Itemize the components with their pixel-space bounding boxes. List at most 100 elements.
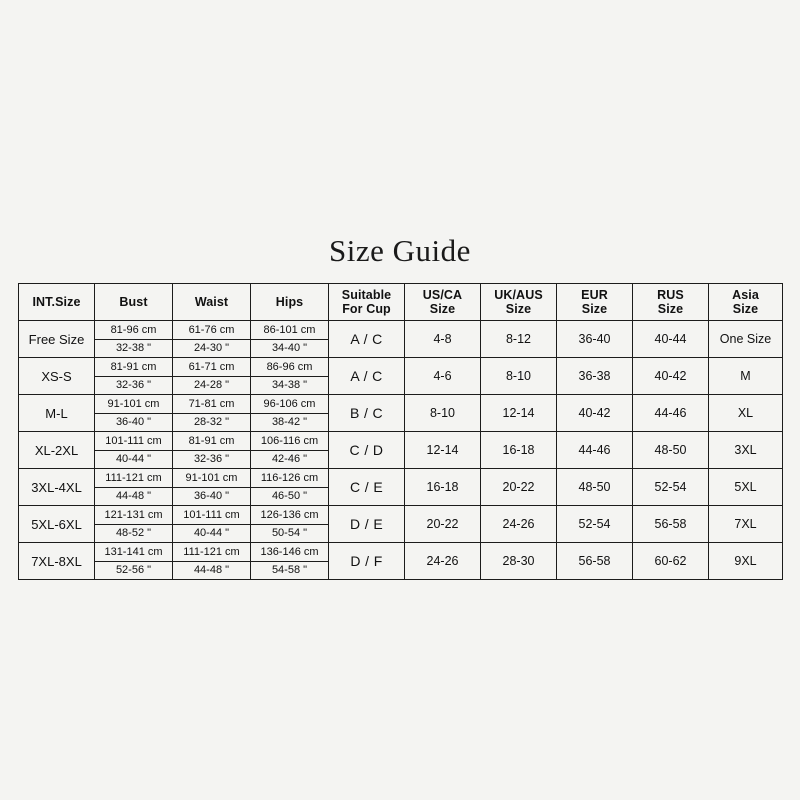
cell-us-ca: 4-6 bbox=[404, 357, 481, 395]
cell-int-size: XS-S bbox=[18, 357, 95, 395]
cell-eur: 52-54 bbox=[556, 505, 633, 543]
cell-rus: 60-62 bbox=[632, 542, 709, 580]
measure-cm: 61-76 cm bbox=[173, 322, 250, 340]
cell-us-ca: 4-8 bbox=[404, 320, 481, 358]
measure-inch: 54-58 " bbox=[271, 563, 308, 576]
column-header-int-size: INT.Size bbox=[18, 283, 95, 321]
column-header-eur-size: EUR Size bbox=[556, 283, 633, 321]
cell-us-ca: 8-10 bbox=[404, 394, 481, 432]
measure-inch: 40-44 " bbox=[193, 526, 230, 539]
cell-waist: 101-111 cm 40-44 " bbox=[172, 505, 251, 543]
cell-waist: 61-76 cm 24-30 " bbox=[172, 320, 251, 358]
measure-cm: 101-111 cm bbox=[173, 507, 250, 525]
cell-uk-aus: 24-26 bbox=[480, 505, 557, 543]
measure-cm: 86-96 cm bbox=[251, 359, 328, 377]
cell-asia: One Size bbox=[708, 320, 783, 358]
measure-inch: 28-32 " bbox=[193, 415, 230, 428]
measure-pair: 101-111 cm 40-44 " bbox=[95, 433, 172, 468]
cell-cup: D / E bbox=[328, 505, 405, 543]
measure-inch: 32-36 " bbox=[193, 452, 230, 465]
column-header-line: US/CA bbox=[422, 288, 463, 302]
measure-cm: 71-81 cm bbox=[173, 396, 250, 414]
table-header-row: INT.Size Bust Waist Hips Suitable For Cu… bbox=[18, 283, 783, 321]
table-row: 3XL-4XL 111-121 cm 44-48 " 91-101 cm 36-… bbox=[18, 468, 783, 506]
cell-waist: 81-91 cm 32-36 " bbox=[172, 431, 251, 469]
measure-inch: 32-36 " bbox=[115, 378, 152, 391]
column-header-line: Size bbox=[732, 302, 759, 316]
measure-pair: 91-101 cm 36-40 " bbox=[173, 470, 250, 505]
measure-pair: 101-111 cm 40-44 " bbox=[173, 507, 250, 542]
column-header-suitable-for-cup: Suitable For Cup bbox=[328, 283, 405, 321]
cell-waist: 91-101 cm 36-40 " bbox=[172, 468, 251, 506]
cell-hips: 96-106 cm 38-42 " bbox=[250, 394, 329, 432]
column-header-line: Asia bbox=[732, 288, 759, 302]
column-header-line: Size bbox=[505, 302, 532, 316]
cell-int-size: 5XL-6XL bbox=[18, 505, 95, 543]
measure-inch: 24-28 " bbox=[193, 378, 230, 391]
cell-waist: 111-121 cm 44-48 " bbox=[172, 542, 251, 580]
cell-eur: 48-50 bbox=[556, 468, 633, 506]
cell-us-ca: 16-18 bbox=[404, 468, 481, 506]
measure-cm: 136-146 cm bbox=[251, 544, 328, 562]
column-header-waist: Waist bbox=[172, 283, 251, 321]
column-header-uk-aus-size: UK/AUS Size bbox=[480, 283, 557, 321]
cell-us-ca: 20-22 bbox=[404, 505, 481, 543]
measure-pair: 81-96 cm 32-38 " bbox=[95, 322, 172, 357]
measure-inch: 34-40 " bbox=[271, 341, 308, 354]
cell-rus: 56-58 bbox=[632, 505, 709, 543]
measure-inch: 24-30 " bbox=[193, 341, 230, 354]
size-guide-table: INT.Size Bust Waist Hips Suitable For Cu… bbox=[18, 283, 783, 580]
measure-inch: 40-44 " bbox=[115, 452, 152, 465]
cell-bust: 91-101 cm 36-40 " bbox=[94, 394, 173, 432]
cell-eur: 36-38 bbox=[556, 357, 633, 395]
cell-bust: 101-111 cm 40-44 " bbox=[94, 431, 173, 469]
table-row: XL-2XL 101-111 cm 40-44 " 81-91 cm 32-36… bbox=[18, 431, 783, 469]
measure-pair: 96-106 cm 38-42 " bbox=[251, 396, 328, 431]
table-row: 7XL-8XL 131-141 cm 52-56 " 111-121 cm 44… bbox=[18, 542, 783, 580]
measure-pair: 61-71 cm 24-28 " bbox=[173, 359, 250, 394]
measure-pair: 131-141 cm 52-56 " bbox=[95, 544, 172, 579]
cell-hips: 106-116 cm 42-46 " bbox=[250, 431, 329, 469]
measure-cm: 111-121 cm bbox=[95, 470, 172, 488]
column-header-asia-size: Asia Size bbox=[708, 283, 783, 321]
measure-pair: 86-96 cm 34-38 " bbox=[251, 359, 328, 394]
cell-uk-aus: 20-22 bbox=[480, 468, 557, 506]
cell-us-ca: 12-14 bbox=[404, 431, 481, 469]
cell-rus: 44-46 bbox=[632, 394, 709, 432]
measure-pair: 126-136 cm 50-54 " bbox=[251, 507, 328, 542]
measure-cm: 61-71 cm bbox=[173, 359, 250, 377]
measure-inch: 52-56 " bbox=[115, 563, 152, 576]
column-header-line: For Cup bbox=[342, 302, 391, 316]
cell-int-size: XL-2XL bbox=[18, 431, 95, 469]
cell-cup: C / E bbox=[328, 468, 405, 506]
cell-bust: 81-96 cm 32-38 " bbox=[94, 320, 173, 358]
measure-inch: 46-50 " bbox=[271, 489, 308, 502]
cell-uk-aus: 16-18 bbox=[480, 431, 557, 469]
measure-cm: 96-106 cm bbox=[251, 396, 328, 414]
table-row: Free Size 81-96 cm 32-38 " 61-76 cm 24-3… bbox=[18, 320, 783, 358]
cell-int-size: 3XL-4XL bbox=[18, 468, 95, 506]
cell-asia: M bbox=[708, 357, 783, 395]
cell-waist: 61-71 cm 24-28 " bbox=[172, 357, 251, 395]
cell-asia: 5XL bbox=[708, 468, 783, 506]
cell-asia: 9XL bbox=[708, 542, 783, 580]
measure-inch: 44-48 " bbox=[193, 563, 230, 576]
measure-pair: 61-76 cm 24-30 " bbox=[173, 322, 250, 357]
table-row: XS-S 81-91 cm 32-36 " 61-71 cm 24-28 " bbox=[18, 357, 783, 395]
cell-bust: 81-91 cm 32-36 " bbox=[94, 357, 173, 395]
cell-hips: 136-146 cm 54-58 " bbox=[250, 542, 329, 580]
table-body: Free Size 81-96 cm 32-38 " 61-76 cm 24-3… bbox=[18, 320, 783, 580]
measure-inch: 48-52 " bbox=[115, 526, 152, 539]
column-header-line: Size bbox=[581, 302, 608, 316]
measure-cm: 116-126 cm bbox=[251, 470, 328, 488]
measure-pair: 71-81 cm 28-32 " bbox=[173, 396, 250, 431]
cell-uk-aus: 28-30 bbox=[480, 542, 557, 580]
measure-pair: 81-91 cm 32-36 " bbox=[173, 433, 250, 468]
cell-hips: 86-101 cm 34-40 " bbox=[250, 320, 329, 358]
cell-cup: B / C bbox=[328, 394, 405, 432]
measure-cm: 131-141 cm bbox=[95, 544, 172, 562]
measure-pair: 111-121 cm 44-48 " bbox=[95, 470, 172, 505]
cell-asia: 7XL bbox=[708, 505, 783, 543]
table-row: 5XL-6XL 121-131 cm 48-52 " 101-111 cm 40… bbox=[18, 505, 783, 543]
cell-bust: 111-121 cm 44-48 " bbox=[94, 468, 173, 506]
